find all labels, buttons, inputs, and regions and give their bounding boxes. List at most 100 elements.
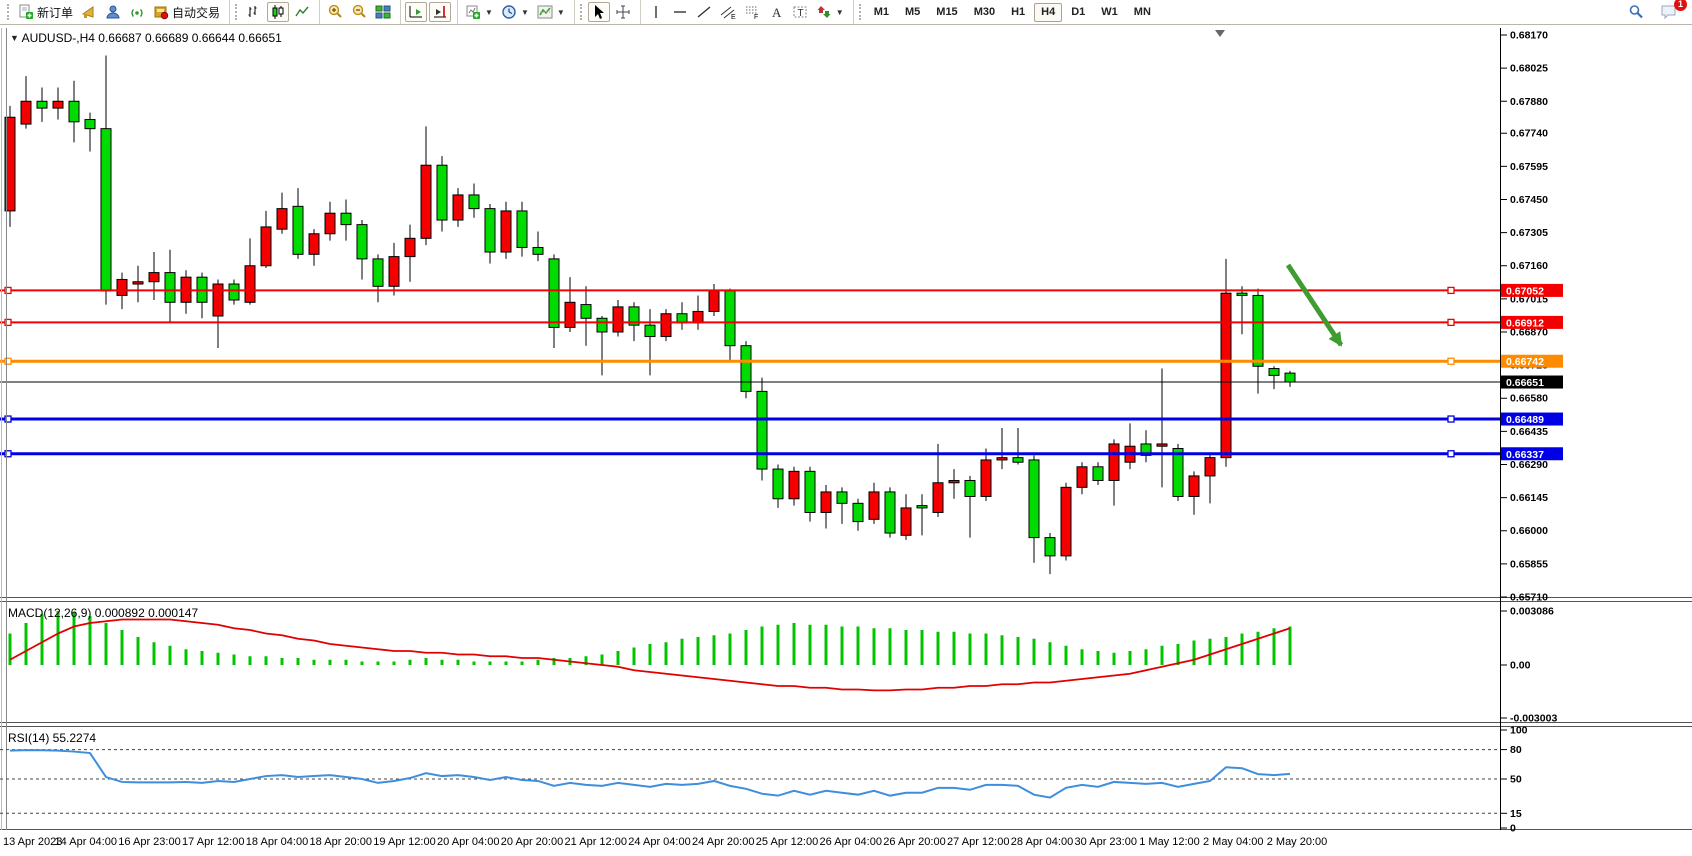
profile-button[interactable] bbox=[102, 2, 124, 22]
timeframe-m15-button[interactable]: M15 bbox=[929, 3, 964, 22]
timeframe-m1-button[interactable]: M1 bbox=[867, 3, 896, 22]
svg-text:0.00: 0.00 bbox=[1510, 660, 1531, 672]
svg-text:0.67052: 0.67052 bbox=[1506, 285, 1544, 297]
bar-chart-icon bbox=[246, 4, 262, 20]
indicators-button[interactable]: ▼ bbox=[534, 2, 568, 22]
svg-text:0.66742: 0.66742 bbox=[1506, 356, 1544, 368]
trendline-button[interactable] bbox=[693, 2, 715, 22]
chart-title: ▼ AUDUSD-,H4 0.66687 0.66689 0.66644 0.6… bbox=[10, 31, 282, 45]
tile-windows-icon bbox=[375, 4, 391, 20]
news-horn-icon bbox=[81, 4, 97, 20]
svg-text:0.66290: 0.66290 bbox=[1510, 459, 1548, 471]
toolbar-group-charttype bbox=[229, 0, 317, 24]
auto-trading-button[interactable]: 自动交易 bbox=[150, 2, 223, 22]
zoom-out-button[interactable] bbox=[348, 2, 370, 22]
chat-button[interactable]: 1 bbox=[1657, 0, 1687, 22]
cursor-button[interactable] bbox=[587, 2, 610, 22]
svg-text:0.66337: 0.66337 bbox=[1506, 449, 1544, 461]
timeframe-w1-button[interactable]: W1 bbox=[1094, 3, 1125, 22]
chevron-down-icon[interactable]: ▼ bbox=[10, 33, 19, 43]
toolbar: 新订单 自动交易 bbox=[0, 0, 1692, 25]
vertical-line-button[interactable] bbox=[645, 2, 667, 22]
timeframe-mn-button[interactable]: MN bbox=[1127, 3, 1158, 22]
svg-text:0.68025: 0.68025 bbox=[1510, 63, 1548, 75]
horizontal-line-button[interactable] bbox=[669, 2, 691, 22]
time-axis-label: 28 Apr 04:00 bbox=[1010, 836, 1074, 848]
timeframe-m30-button[interactable]: M30 bbox=[967, 3, 1002, 22]
text-button[interactable]: A bbox=[765, 2, 787, 22]
macd-indicator-label: MACD(12,26,9) 0.000892 0.000147 bbox=[8, 606, 199, 620]
zoom-in-button[interactable] bbox=[324, 2, 346, 22]
timeframe-h4-button[interactable]: H4 bbox=[1034, 2, 1063, 22]
arrows-icon bbox=[816, 4, 832, 20]
bar-chart-button[interactable] bbox=[243, 2, 265, 22]
svg-text:0.68170: 0.68170 bbox=[1510, 30, 1548, 42]
svg-text:0.67160: 0.67160 bbox=[1510, 260, 1548, 272]
time-axis-label: 24 Apr 20:00 bbox=[692, 836, 755, 848]
svg-text:0.66435: 0.66435 bbox=[1510, 426, 1548, 438]
tile-windows-button[interactable] bbox=[372, 2, 394, 22]
signal-button[interactable] bbox=[126, 2, 148, 22]
auto-scroll-button[interactable] bbox=[405, 2, 428, 22]
chart-shift-button[interactable] bbox=[429, 2, 452, 22]
zoom-out-icon bbox=[351, 4, 367, 20]
svg-text:0.66580: 0.66580 bbox=[1510, 393, 1548, 405]
toolbar-group-timeframes: M1 M5 M15 M30 H1 H4 D1 W1 MN bbox=[852, 0, 1162, 24]
svg-text:-0.003003: -0.003003 bbox=[1510, 713, 1557, 725]
timeframe-m5-button[interactable]: M5 bbox=[898, 3, 927, 22]
svg-text:0.66000: 0.66000 bbox=[1510, 525, 1548, 537]
period-button[interactable]: ▼ bbox=[498, 2, 532, 22]
fibonacci-button[interactable]: F bbox=[741, 2, 763, 22]
time-axis-label: 30 Apr 23:00 bbox=[1074, 836, 1137, 848]
equidistant-channel-button[interactable]: E bbox=[717, 2, 739, 22]
svg-text:0.67740: 0.67740 bbox=[1510, 128, 1548, 140]
new-chart-button[interactable]: ▼ bbox=[462, 2, 496, 22]
time-axis-label: 18 Apr 20:00 bbox=[309, 836, 372, 848]
svg-text:A: A bbox=[772, 5, 782, 20]
fibonacci-icon: F bbox=[744, 4, 760, 20]
svg-text:0.66489: 0.66489 bbox=[1506, 414, 1544, 426]
crosshair-button[interactable] bbox=[612, 2, 634, 22]
rsi-indicator-label: RSI(14) 55.2274 bbox=[8, 731, 97, 745]
svg-text:0.67595: 0.67595 bbox=[1510, 161, 1548, 173]
timeframe-d1-button[interactable]: D1 bbox=[1064, 3, 1092, 22]
time-axis-label: 26 Apr 20:00 bbox=[883, 836, 946, 848]
svg-text:0.66870: 0.66870 bbox=[1510, 326, 1548, 338]
signal-icon bbox=[129, 4, 145, 20]
line-chart-button[interactable] bbox=[291, 2, 313, 22]
notification-badge: 1 bbox=[1674, 0, 1687, 11]
svg-text:0.66912: 0.66912 bbox=[1506, 317, 1544, 329]
toolbar-group-objects: E F A T ▼ bbox=[639, 0, 851, 24]
time-axis-label: 16 Apr 23:00 bbox=[118, 836, 181, 848]
line-chart-icon bbox=[294, 4, 310, 20]
new-order-icon bbox=[18, 4, 34, 20]
timeframe-h1-button[interactable]: H1 bbox=[1004, 3, 1032, 22]
auto-scroll-icon bbox=[408, 4, 424, 20]
price-chart-canvas[interactable]: 0.68170 0.68025 0.67880 0.67740 0.67595 0.674… bbox=[0, 28, 1692, 832]
new-order-button[interactable]: 新订单 bbox=[15, 2, 76, 22]
ohlc-values: 0.66687 0.66689 0.66644 0.66651 bbox=[98, 31, 282, 45]
candlestick-button[interactable] bbox=[267, 2, 290, 22]
text-icon: A bbox=[768, 4, 784, 20]
toolbar-right: 1 bbox=[1624, 0, 1692, 22]
time-axis-label: 26 Apr 04:00 bbox=[819, 836, 882, 848]
text-label-icon: T bbox=[792, 4, 808, 20]
indicators-icon bbox=[537, 4, 553, 20]
text-label-button[interactable]: T bbox=[789, 2, 811, 22]
svg-text:0.66145: 0.66145 bbox=[1510, 492, 1548, 504]
vertical-line-icon bbox=[648, 4, 664, 20]
search-button[interactable] bbox=[1625, 2, 1647, 22]
auto-trading-icon bbox=[153, 4, 169, 20]
candlestick-icon bbox=[270, 4, 286, 20]
news-button[interactable] bbox=[78, 2, 100, 22]
svg-text:0.003086: 0.003086 bbox=[1510, 606, 1554, 618]
zoom-in-icon bbox=[327, 4, 343, 20]
time-axis-label: 17 Apr 12:00 bbox=[182, 836, 245, 848]
time-axis-label: 19 Apr 12:00 bbox=[373, 836, 436, 848]
arrows-button[interactable]: ▼ bbox=[813, 2, 847, 22]
crosshair-icon bbox=[615, 4, 631, 20]
time-axis-label: 13 Apr 2023 bbox=[3, 836, 63, 848]
time-axis[interactable]: 13 Apr 2023 14 Apr 04:00 16 Apr 23:00 17 Ap… bbox=[0, 832, 1692, 856]
svg-text:0.67305: 0.67305 bbox=[1510, 227, 1548, 239]
svg-text:0.67450: 0.67450 bbox=[1510, 194, 1548, 206]
